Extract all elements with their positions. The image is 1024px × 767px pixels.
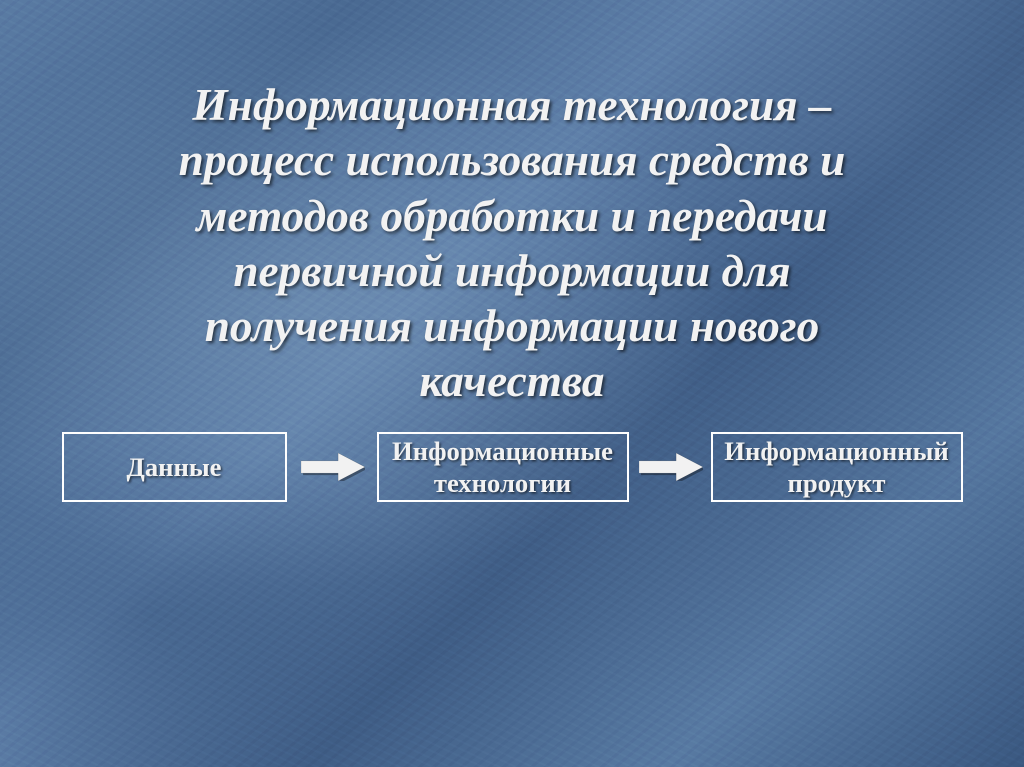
flow-node-data: Данные (62, 432, 287, 502)
arrow-right-icon (301, 453, 365, 481)
arrow-right-icon (639, 453, 703, 481)
title-block: Информационная технология – процесс испо… (60, 78, 964, 410)
flowchart-row: Данные Информационные технологии Информа… (0, 432, 1024, 502)
slide-title: Информационная технология – процесс испо… (60, 78, 964, 410)
flow-arrow-2 (639, 453, 703, 481)
flow-arrow-1 (301, 453, 365, 481)
slide: Информационная технология – процесс испо… (0, 0, 1024, 767)
flow-node-technologies: Информационные технологии (377, 432, 629, 502)
flow-node-product: Информационный продукт (711, 432, 963, 502)
